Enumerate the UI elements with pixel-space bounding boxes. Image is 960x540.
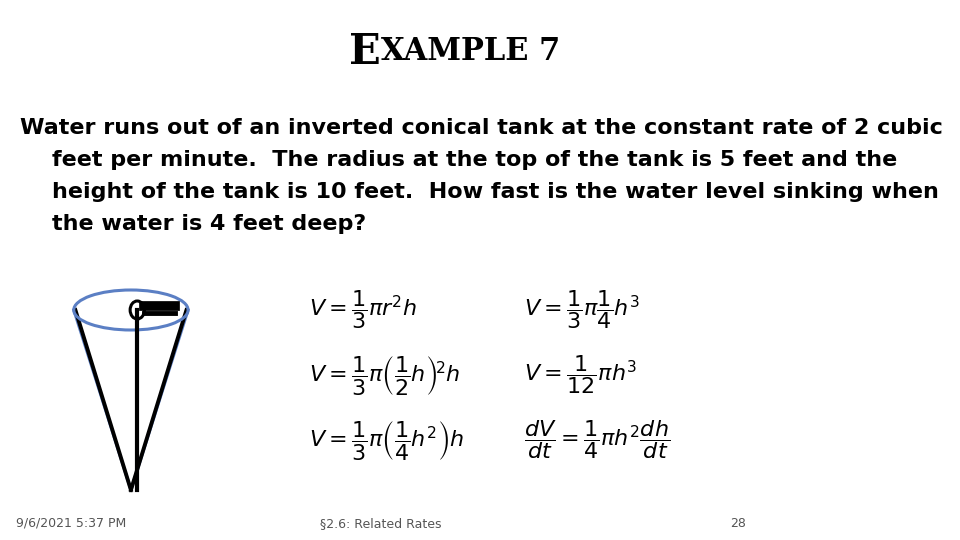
Text: $V = \dfrac{1}{12}\pi h^3$: $V = \dfrac{1}{12}\pi h^3$ <box>524 354 636 396</box>
Text: the water is 4 feet deep?: the water is 4 feet deep? <box>52 214 366 234</box>
Text: E: E <box>349 31 381 73</box>
Text: $V = \dfrac{1}{3}\pi \left(\dfrac{1}{2}h\right)^{\!2} h$: $V = \dfrac{1}{3}\pi \left(\dfrac{1}{2}h… <box>309 354 461 396</box>
Text: 9/6/2021 5:37 PM: 9/6/2021 5:37 PM <box>16 517 126 530</box>
Text: Water runs out of an inverted conical tank at the constant rate of 2 cubic: Water runs out of an inverted conical ta… <box>20 118 943 138</box>
Text: $\dfrac{dV}{dt} = \dfrac{1}{4}\pi h^2 \dfrac{dh}{dt}$: $\dfrac{dV}{dt} = \dfrac{1}{4}\pi h^2 \d… <box>524 418 670 462</box>
Text: height of the tank is 10 feet.  How fast is the water level sinking when: height of the tank is 10 feet. How fast … <box>52 182 939 202</box>
Text: $V = \dfrac{1}{3}\pi \left(\dfrac{1}{4}h^2\right) h$: $V = \dfrac{1}{3}\pi \left(\dfrac{1}{4}h… <box>309 418 465 462</box>
Text: §2.6: Related Rates: §2.6: Related Rates <box>320 517 442 530</box>
Text: feet per minute.  The radius at the top of the tank is 5 feet and the: feet per minute. The radius at the top o… <box>52 150 897 170</box>
Text: XAMPLE 7: XAMPLE 7 <box>381 37 560 68</box>
Text: $V = \dfrac{1}{3}\pi \dfrac{1}{4} h^3$: $V = \dfrac{1}{3}\pi \dfrac{1}{4} h^3$ <box>524 288 639 332</box>
Text: 28: 28 <box>730 517 746 530</box>
Text: $V = \dfrac{1}{3}\pi r^2 h$: $V = \dfrac{1}{3}\pi r^2 h$ <box>309 288 418 332</box>
